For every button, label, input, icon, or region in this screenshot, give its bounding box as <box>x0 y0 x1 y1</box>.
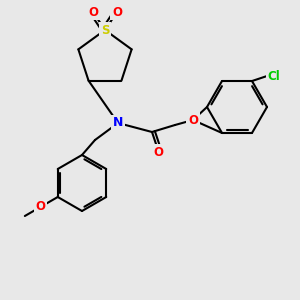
Text: O: O <box>88 5 98 19</box>
Text: O: O <box>35 200 45 214</box>
Text: O: O <box>153 146 163 158</box>
Text: O: O <box>188 113 198 127</box>
Text: O: O <box>112 5 122 19</box>
Text: Cl: Cl <box>268 70 281 83</box>
Text: N: N <box>113 116 123 130</box>
Text: S: S <box>101 23 109 37</box>
